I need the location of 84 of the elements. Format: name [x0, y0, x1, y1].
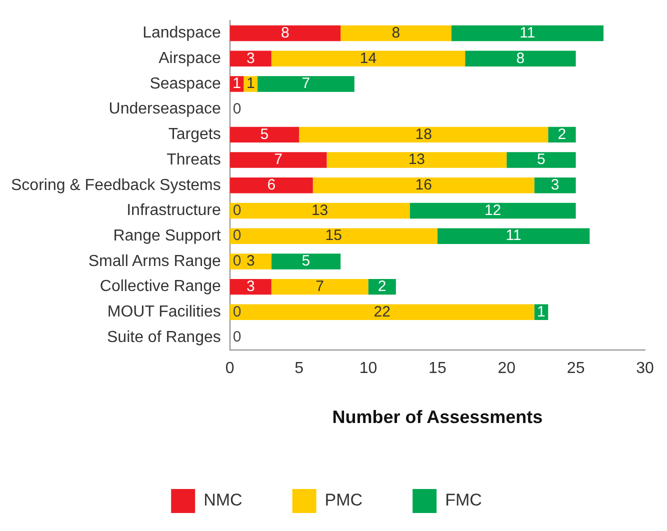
bar: [410, 202, 576, 219]
legend-label: PMC: [324, 490, 363, 510]
x-tick-label: 15: [428, 360, 446, 378]
annotation: 0: [232, 303, 242, 320]
y-tick-label: Airspace: [158, 50, 221, 68]
data-label: 1: [537, 303, 546, 320]
bar: [340, 25, 452, 42]
bar: [230, 152, 327, 168]
data-label: 7: [274, 151, 282, 168]
data-label: 13: [311, 202, 328, 219]
data-label: 7: [316, 278, 324, 295]
bar: [534, 178, 576, 194]
data-label: 2: [558, 126, 566, 143]
y-tick-label: Targets: [168, 126, 221, 144]
data-label: 3: [246, 50, 255, 67]
bar: [465, 50, 576, 66]
data-label: 14: [360, 50, 377, 67]
bar: [299, 126, 548, 143]
data-label: 0: [232, 100, 242, 118]
data-label: 16: [415, 176, 432, 194]
x-tick-label: 25: [566, 360, 585, 378]
data-label: 11: [520, 24, 536, 42]
data-label: 6: [267, 176, 276, 194]
legend-label: FMC: [445, 490, 482, 510]
data-label: 1: [246, 75, 255, 92]
bar: [230, 202, 410, 219]
bar: [230, 50, 272, 66]
bar: [230, 278, 272, 295]
annotation: 0: [232, 227, 242, 244]
bar: [451, 25, 604, 42]
bar: [230, 25, 341, 42]
y-tick-label: Scoring & Feedback Systems: [10, 176, 221, 194]
bar: [548, 126, 576, 143]
legend-label: NMC: [204, 490, 242, 510]
y-tick-label: Small Arms Range: [88, 252, 221, 270]
data-label: 18: [415, 126, 432, 143]
bar: [230, 178, 313, 194]
bar: [230, 304, 534, 320]
data-label: 1: [232, 75, 241, 92]
y-tick-label: Seaspace: [150, 75, 221, 92]
bar: [506, 152, 576, 168]
y-tick-label: Landspace: [142, 24, 221, 42]
x-axis-title: Number of Assessments: [332, 407, 543, 428]
bar: [326, 152, 507, 168]
data-label: 12: [484, 202, 502, 219]
x-tick-label: 20: [498, 360, 516, 378]
data-label: 3: [246, 278, 255, 295]
data-label: 3: [550, 176, 560, 194]
annotation: 0: [232, 202, 242, 219]
bar: [271, 50, 466, 66]
data-label: 8: [516, 50, 525, 67]
data-label: 5: [302, 252, 310, 270]
data-label: 8: [281, 24, 290, 42]
bar: [230, 228, 438, 244]
data-label: 11: [506, 227, 522, 244]
x-tick-label: 5: [294, 360, 304, 378]
y-tick-label: Underseaspace: [108, 100, 221, 118]
bar: [368, 278, 396, 295]
y-tick-label: Suite of Ranges: [107, 328, 221, 346]
bar: [437, 228, 590, 244]
bar: [271, 278, 368, 295]
data-label: 7: [302, 75, 310, 92]
bar: [230, 126, 300, 143]
data-label: 5: [537, 151, 546, 168]
x-tick-label: 10: [359, 360, 378, 378]
bar: [258, 76, 354, 92]
data-label: 2: [378, 278, 386, 295]
y-tick-label: Infrastructure: [126, 202, 221, 220]
data-label: 15: [325, 227, 342, 244]
y-tick-label: Collective Range: [100, 278, 221, 296]
data-label: 8: [392, 24, 400, 42]
bar: [312, 178, 534, 194]
data-label: 13: [408, 151, 426, 168]
x-tick-label: 30: [636, 360, 654, 378]
y-tick-label: Range Support: [113, 228, 222, 245]
data-label: 0: [232, 328, 242, 346]
y-tick-label: Threats: [166, 151, 221, 168]
x-tick-label: 0: [225, 360, 234, 378]
bar: [271, 254, 341, 270]
data-label: 3: [246, 252, 255, 270]
annotation: 0: [232, 252, 242, 270]
y-tick-label: MOUT Facilities: [107, 304, 221, 321]
data-label: 5: [260, 126, 269, 143]
data-label: 22: [374, 303, 390, 320]
